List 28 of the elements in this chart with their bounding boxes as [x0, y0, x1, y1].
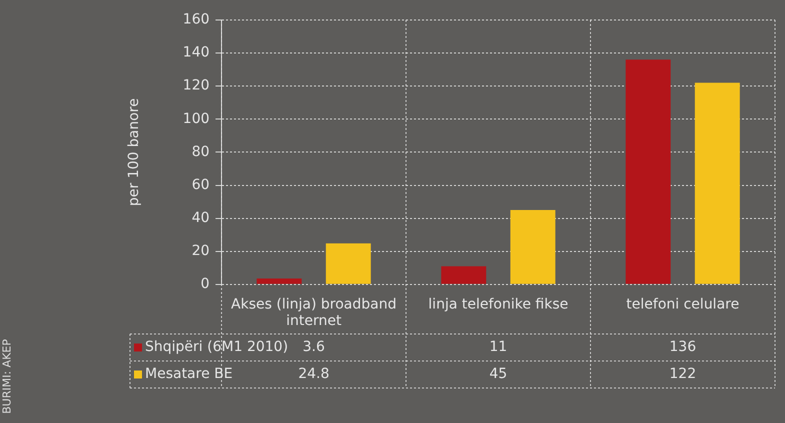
data-label: 11 [489, 339, 508, 356]
y-tick-label: 40 [192, 210, 210, 226]
y-tick-label: 100 [182, 110, 210, 127]
bar [626, 60, 671, 284]
bar [326, 243, 371, 284]
x-tick-label: telefoni celulare [626, 296, 740, 312]
y-tick-label: 120 [182, 78, 210, 94]
y-tick-label: 20 [192, 242, 210, 259]
legend-label: Mesatare BE [145, 366, 233, 382]
data-label: 122 [669, 366, 696, 382]
data-label: 136 [669, 339, 696, 356]
text: BURIMI: AKEP [0, 338, 14, 416]
data-label: 45 [489, 366, 508, 382]
y-tick-label: 140 [182, 44, 210, 61]
y-tick-label: 0 [200, 276, 210, 292]
data-label: 24.8 [298, 366, 330, 382]
x-tick-label: linja telefonike fikse [428, 296, 568, 312]
y-tick-label: 60 [192, 176, 210, 193]
y-tick-label: 80 [192, 144, 210, 160]
y-axis-title: per 100 banore [126, 98, 142, 206]
data-label: 3.6 [302, 339, 325, 356]
bar [510, 210, 556, 284]
bar [256, 278, 302, 284]
x-tick-label: Akses (linja) broadband internet [231, 296, 396, 330]
legend-label: Shqipëri (6M1 2010) [145, 339, 288, 356]
y-tick-label: 160 [182, 12, 210, 28]
bar [694, 82, 740, 284]
bar [441, 266, 486, 284]
